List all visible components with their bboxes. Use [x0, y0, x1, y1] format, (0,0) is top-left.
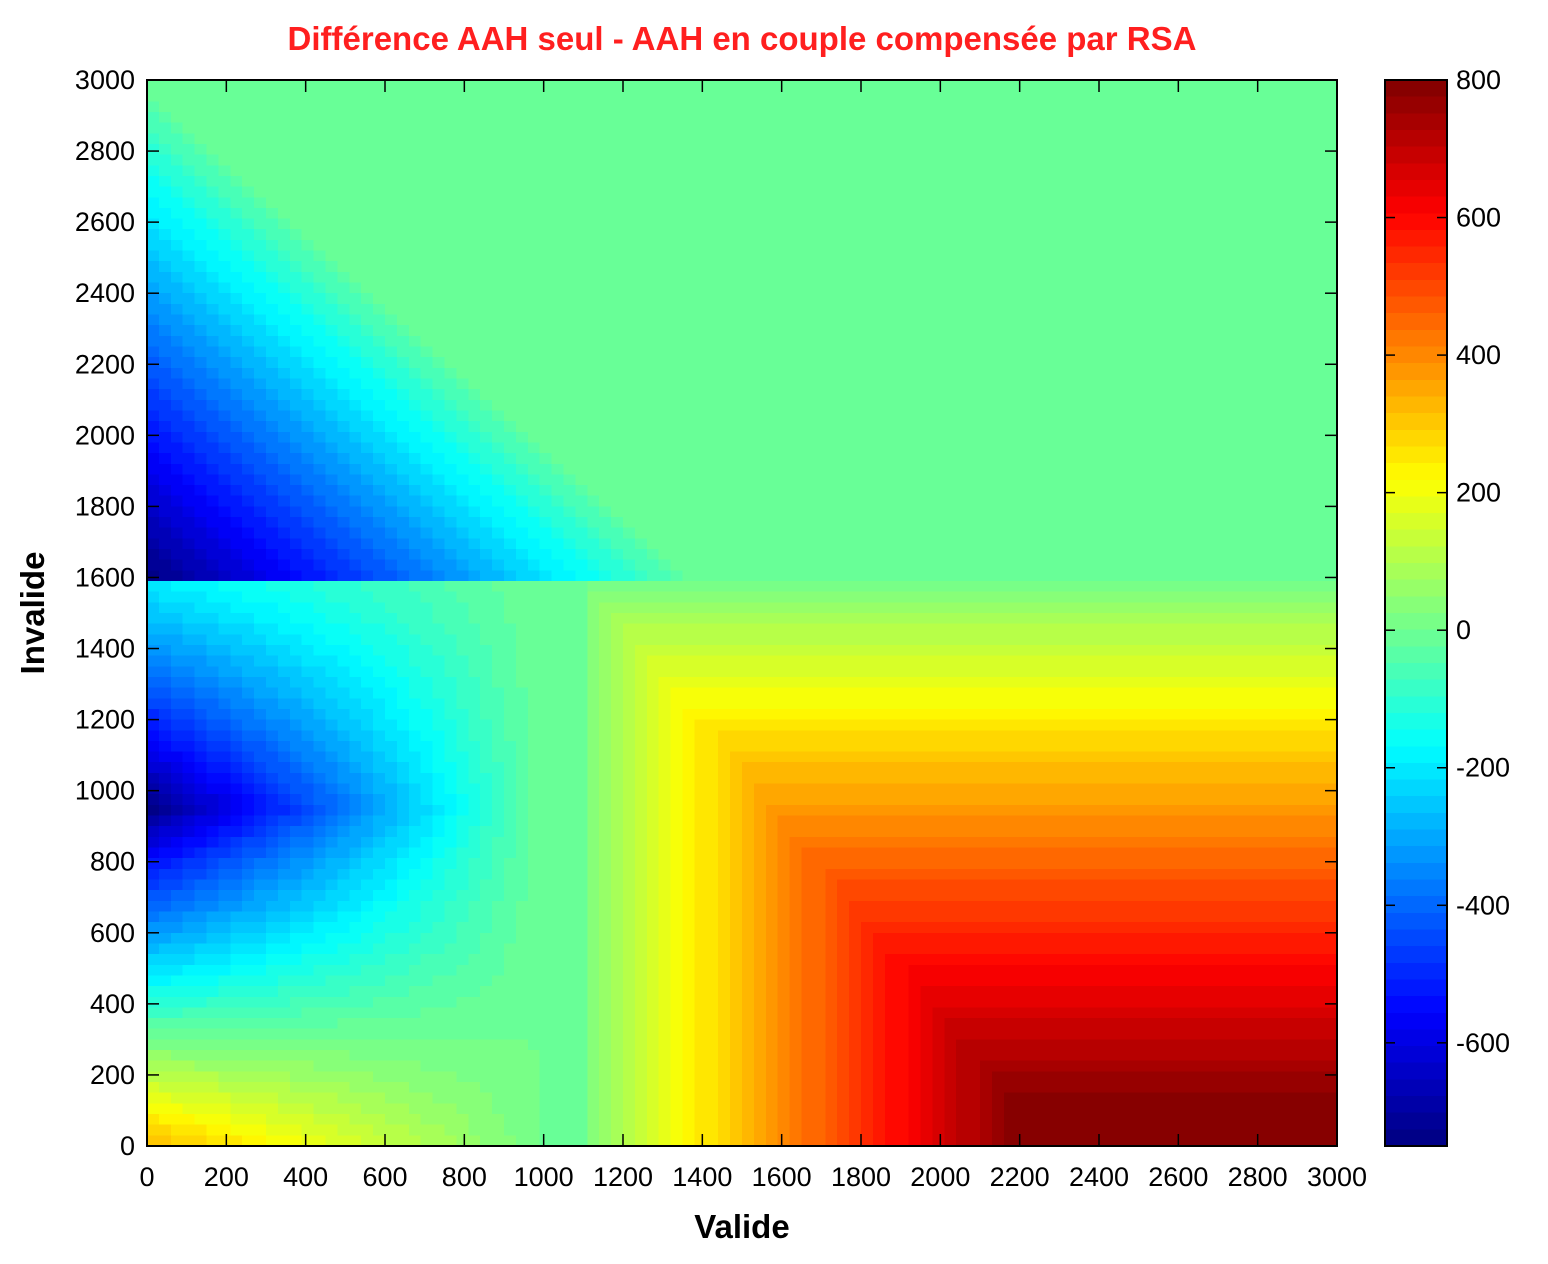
x-tick-label: 600 — [362, 1162, 407, 1192]
y-tick-label: 200 — [90, 1060, 135, 1090]
y-tick-label: 3000 — [75, 65, 135, 95]
plot-frame — [146, 79, 1338, 1147]
x-tick-label: 2800 — [1228, 1162, 1288, 1192]
y-tick-label: 2200 — [75, 349, 135, 379]
colorbar-tick-label: 400 — [1456, 340, 1501, 370]
x-axis: 0 200 400 600 800 1000 1200 1400 1600 1800 2000 220… — [139, 80, 1367, 1192]
x-tick-label: 3000 — [1307, 1162, 1367, 1192]
x-tick-label: 200 — [204, 1162, 249, 1192]
colorbar-frame — [1384, 79, 1448, 1147]
y-tick-label: 2400 — [75, 278, 135, 308]
x-tick-label: 1400 — [672, 1162, 732, 1192]
colorbar-tick-label: 800 — [1456, 65, 1501, 95]
x-tick-label: 400 — [283, 1162, 328, 1192]
x-tick-label: 1600 — [752, 1162, 812, 1192]
colorbar — [1385, 80, 1447, 1146]
x-tick-label: 2400 — [1069, 1162, 1129, 1192]
colorbar-tick-label: 200 — [1456, 478, 1501, 508]
y-tick-label: 2600 — [75, 207, 135, 237]
chart-title: Différence AAH seul - AAH en couple comp… — [288, 20, 1197, 57]
x-tick-label: 800 — [442, 1162, 487, 1192]
y-tick-label: 1000 — [75, 776, 135, 806]
y-tick-label: 2000 — [75, 420, 135, 450]
y-tick-label: 1200 — [75, 705, 135, 735]
colorbar-tick-label: -400 — [1456, 890, 1510, 920]
y-axis: 0 200 400 600 800 1000 1200 1400 1600 1800 2000 220… — [75, 65, 1337, 1161]
y-tick-label: 400 — [90, 989, 135, 1019]
x-axis-title: Valide — [694, 1208, 789, 1245]
x-tick-label: 2200 — [990, 1162, 1050, 1192]
colorbar-axis: -600 -400 -200 0 200 400 600 800 — [1385, 65, 1510, 1058]
x-tick-label: 1000 — [514, 1162, 574, 1192]
y-tick-label: 800 — [90, 847, 135, 877]
x-tick-label: 1200 — [593, 1162, 653, 1192]
x-tick-label: 2000 — [910, 1162, 970, 1192]
heatmap-surface — [147, 80, 1337, 1146]
y-tick-label: 1600 — [75, 562, 135, 592]
y-axis-title: Invalide — [14, 552, 51, 675]
colorbar-tick-label: -600 — [1456, 1028, 1510, 1058]
y-tick-label: 0 — [120, 1131, 135, 1161]
colorbar-tick-label: 0 — [1456, 615, 1471, 645]
x-tick-label: 0 — [139, 1162, 154, 1192]
y-tick-label: 2800 — [75, 136, 135, 166]
y-tick-label: 1800 — [75, 491, 135, 521]
colorbar-tick-label: 600 — [1456, 203, 1501, 233]
y-tick-label: 1400 — [75, 634, 135, 664]
x-tick-label: 2600 — [1148, 1162, 1208, 1192]
x-tick-label: 1800 — [831, 1162, 891, 1192]
y-tick-label: 600 — [90, 918, 135, 948]
colorbar-tick-label: -200 — [1456, 753, 1510, 783]
